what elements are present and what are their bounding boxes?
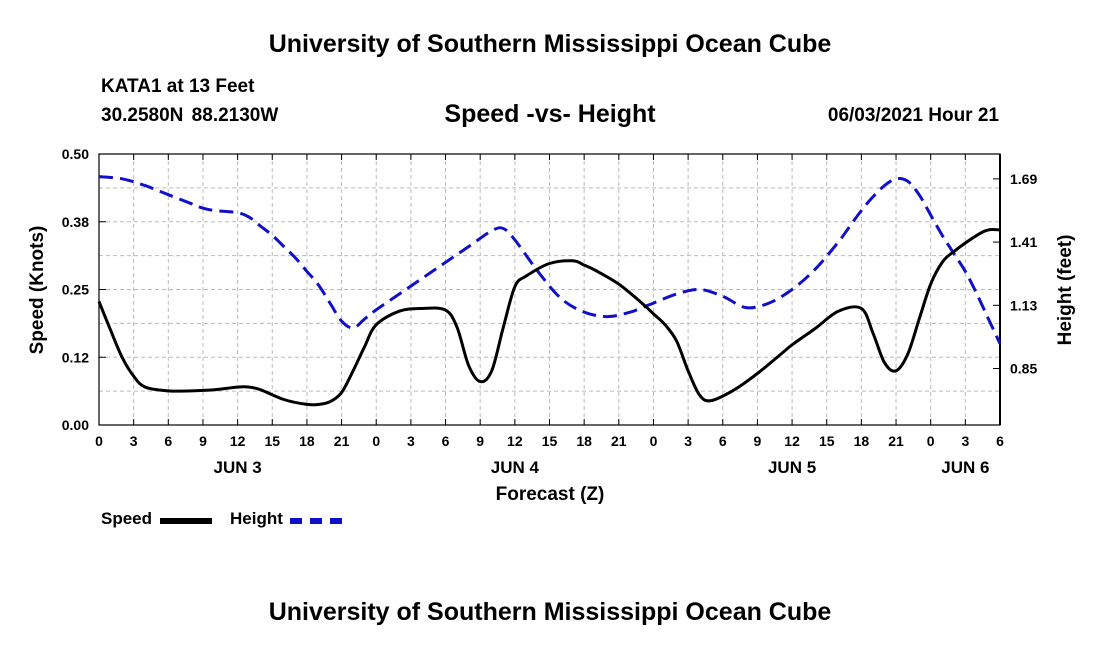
chart-grid — [99, 154, 1000, 425]
y-tick-label-left: 0.50 — [62, 146, 89, 162]
x-tick-label: 12 — [507, 433, 523, 449]
x-tick-label: 21 — [611, 433, 627, 449]
legend-speed-swatch — [160, 518, 212, 524]
x-tick-label: 0 — [927, 433, 935, 449]
y-tick-label-left: 0.38 — [62, 214, 89, 230]
x-tick-label: 0 — [372, 433, 380, 449]
x-tick-label: 15 — [542, 433, 558, 449]
legend-height-label: Height — [230, 509, 283, 528]
x-tick-label: 12 — [784, 433, 800, 449]
x-tick-label: 0 — [95, 433, 103, 449]
y-tick-label-right: 1.69 — [1010, 171, 1037, 187]
legend-speed-label: Speed — [101, 509, 153, 528]
x-tick-label: 15 — [264, 433, 280, 449]
y-tick-label-right: 1.13 — [1010, 297, 1037, 313]
x-tick-label: 18 — [854, 433, 870, 449]
x-tick-label: 6 — [442, 433, 450, 449]
x-tick-label: 21 — [334, 433, 350, 449]
x-tick-label: 6 — [996, 433, 1004, 449]
x-tick-label: 3 — [407, 433, 415, 449]
x-tick-label: 3 — [961, 433, 969, 449]
station-coordinates: 30.2580N 88.2130W — [101, 105, 279, 126]
speed-series-line — [97, 228, 1001, 407]
day-label: JUN 3 — [214, 458, 262, 477]
x-tick-label: 18 — [576, 433, 592, 449]
day-label: JUN 6 — [941, 458, 989, 477]
x-tick-label: 15 — [819, 433, 835, 449]
chart-subtitle: Speed -vs- Height — [444, 100, 656, 128]
axis-ticks — [98, 153, 1001, 426]
y-tick-label-left: 0.12 — [62, 349, 89, 365]
x-tick-label: 9 — [476, 433, 484, 449]
y-tick-label-left: 0.25 — [62, 282, 89, 298]
height-series-line — [98, 175, 1002, 345]
page-title: University of Southern Mississippi Ocean… — [268, 30, 832, 58]
legend-height-swatch — [290, 518, 342, 524]
x-tick-label: 21 — [888, 433, 904, 449]
x-tick-label: 6 — [719, 433, 727, 449]
y-tick-label-left: 0.00 — [62, 417, 89, 433]
y-tick-label-right: 0.85 — [1010, 361, 1037, 377]
y-axis-label-right: Height (feet) — [1055, 235, 1076, 346]
day-label: JUN 4 — [491, 458, 540, 477]
station-label: KATA1 at 13 Feet — [101, 76, 255, 97]
y-axis-label-left: Speed (Knots) — [27, 226, 48, 355]
day-label: JUN 5 — [768, 458, 816, 477]
x-tick-label: 12 — [230, 433, 246, 449]
x-tick-label: 3 — [684, 433, 692, 449]
x-tick-label: 9 — [754, 433, 762, 449]
x-tick-label: 9 — [199, 433, 207, 449]
footer-title: University of Southern Mississippi Ocean… — [268, 598, 832, 626]
x-tick-label: 6 — [164, 433, 172, 449]
forecast-datetime: 06/03/2021 Hour 21 — [827, 105, 999, 126]
x-tick-label: 0 — [650, 433, 658, 449]
x-tick-label: 3 — [130, 433, 138, 449]
x-axis-label: Forecast (Z) — [496, 484, 605, 505]
axis-labels: 0 3 6 9 12 15 18 21 0 3 6 9 12 15 18 21 0 3 6 9 12 15 18 21 0 3 6J… — [62, 146, 1038, 477]
x-tick-label: 18 — [299, 433, 315, 449]
y-tick-label-right: 1.41 — [1010, 234, 1037, 250]
